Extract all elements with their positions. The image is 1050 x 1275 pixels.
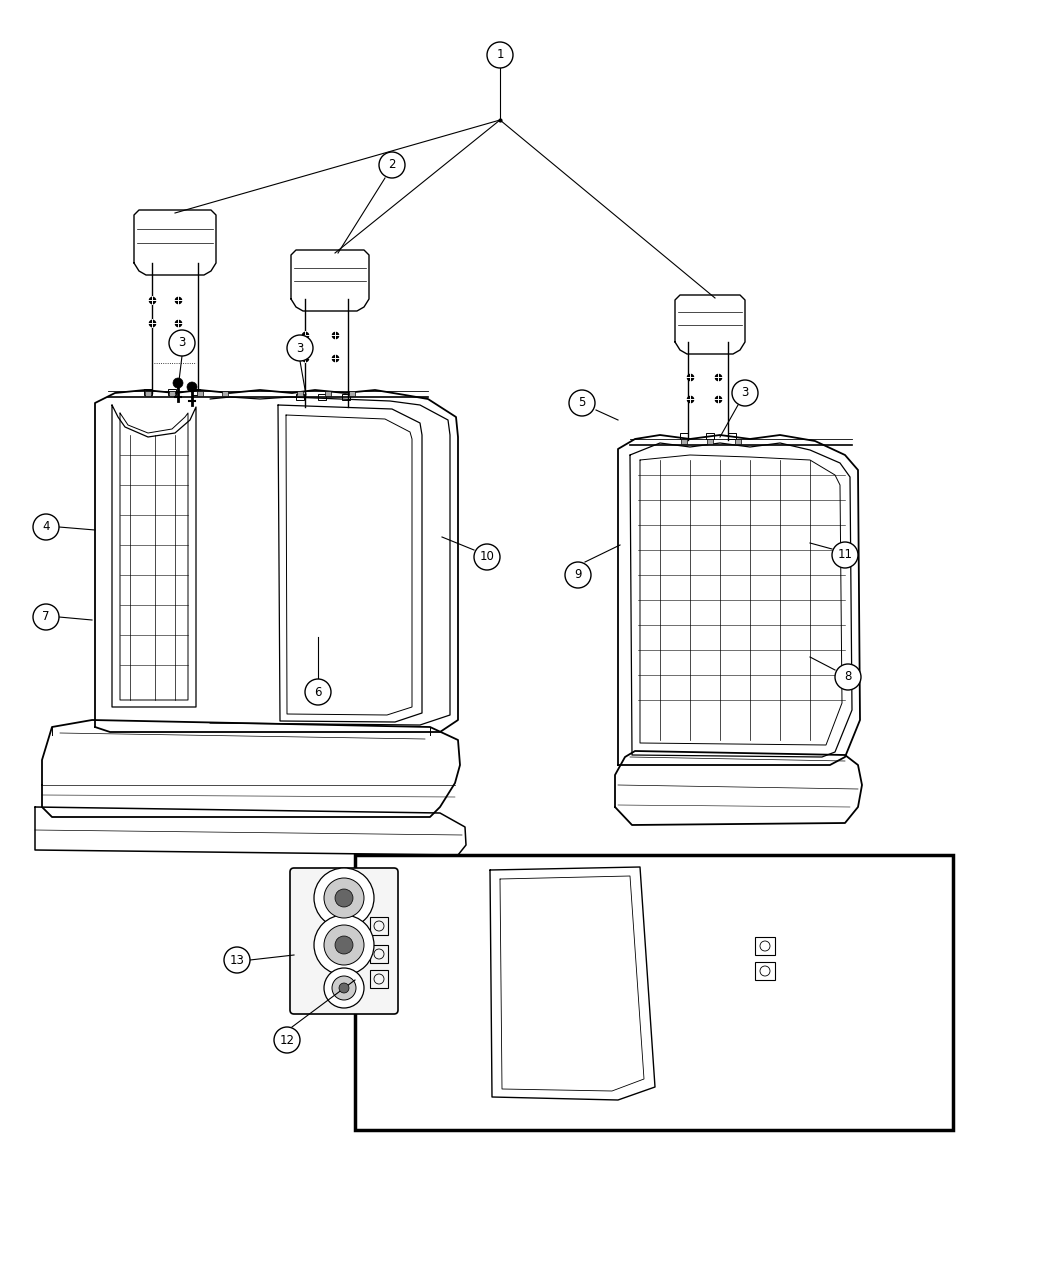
Bar <box>169 391 175 397</box>
FancyBboxPatch shape <box>290 868 398 1014</box>
Circle shape <box>565 562 591 588</box>
Text: 11: 11 <box>838 548 853 561</box>
Bar <box>297 391 303 397</box>
Bar <box>680 434 688 439</box>
Text: 10: 10 <box>480 551 495 564</box>
Bar <box>370 970 388 988</box>
Bar <box>355 856 953 1130</box>
Circle shape <box>339 983 349 993</box>
Circle shape <box>835 664 861 690</box>
Bar <box>296 394 304 400</box>
Text: 2: 2 <box>388 158 396 172</box>
Bar <box>197 391 203 397</box>
Circle shape <box>173 377 183 388</box>
Circle shape <box>224 947 250 973</box>
Circle shape <box>324 968 364 1009</box>
Text: 7: 7 <box>42 611 49 623</box>
Text: 1: 1 <box>497 48 504 61</box>
Text: 9: 9 <box>574 569 582 581</box>
Text: 3: 3 <box>178 337 186 349</box>
Text: 6: 6 <box>314 686 321 699</box>
Circle shape <box>487 42 513 68</box>
Circle shape <box>33 604 59 630</box>
Bar <box>755 937 775 955</box>
Circle shape <box>732 380 758 405</box>
Bar <box>728 434 736 439</box>
Bar <box>168 389 176 395</box>
Bar <box>735 439 741 444</box>
Bar <box>349 391 355 397</box>
Bar <box>342 394 350 400</box>
Circle shape <box>314 915 374 975</box>
Bar <box>144 389 152 395</box>
Bar <box>370 945 388 963</box>
Text: 3: 3 <box>741 386 749 399</box>
Circle shape <box>304 680 331 705</box>
Text: 5: 5 <box>579 397 586 409</box>
Circle shape <box>474 544 500 570</box>
Circle shape <box>169 330 195 356</box>
Circle shape <box>832 542 858 567</box>
Text: 4: 4 <box>42 520 49 533</box>
Bar <box>681 439 687 444</box>
Bar <box>222 391 228 397</box>
Text: 12: 12 <box>279 1034 294 1047</box>
Bar <box>755 963 775 980</box>
Circle shape <box>335 936 353 954</box>
Bar <box>145 391 151 397</box>
Circle shape <box>187 382 197 391</box>
Circle shape <box>314 868 374 928</box>
Bar <box>326 391 331 397</box>
Circle shape <box>569 390 595 416</box>
Circle shape <box>379 152 405 179</box>
Circle shape <box>332 975 356 1000</box>
Text: 3: 3 <box>296 342 303 354</box>
Circle shape <box>335 889 353 907</box>
Text: 13: 13 <box>230 954 245 966</box>
Circle shape <box>324 924 364 965</box>
Bar <box>707 439 713 444</box>
Circle shape <box>324 878 364 918</box>
Bar <box>318 394 326 400</box>
Circle shape <box>287 335 313 361</box>
Text: 8: 8 <box>844 671 852 683</box>
Bar <box>192 389 200 395</box>
Circle shape <box>274 1026 300 1053</box>
Circle shape <box>33 514 59 541</box>
Bar <box>706 434 714 439</box>
Bar <box>370 917 388 935</box>
